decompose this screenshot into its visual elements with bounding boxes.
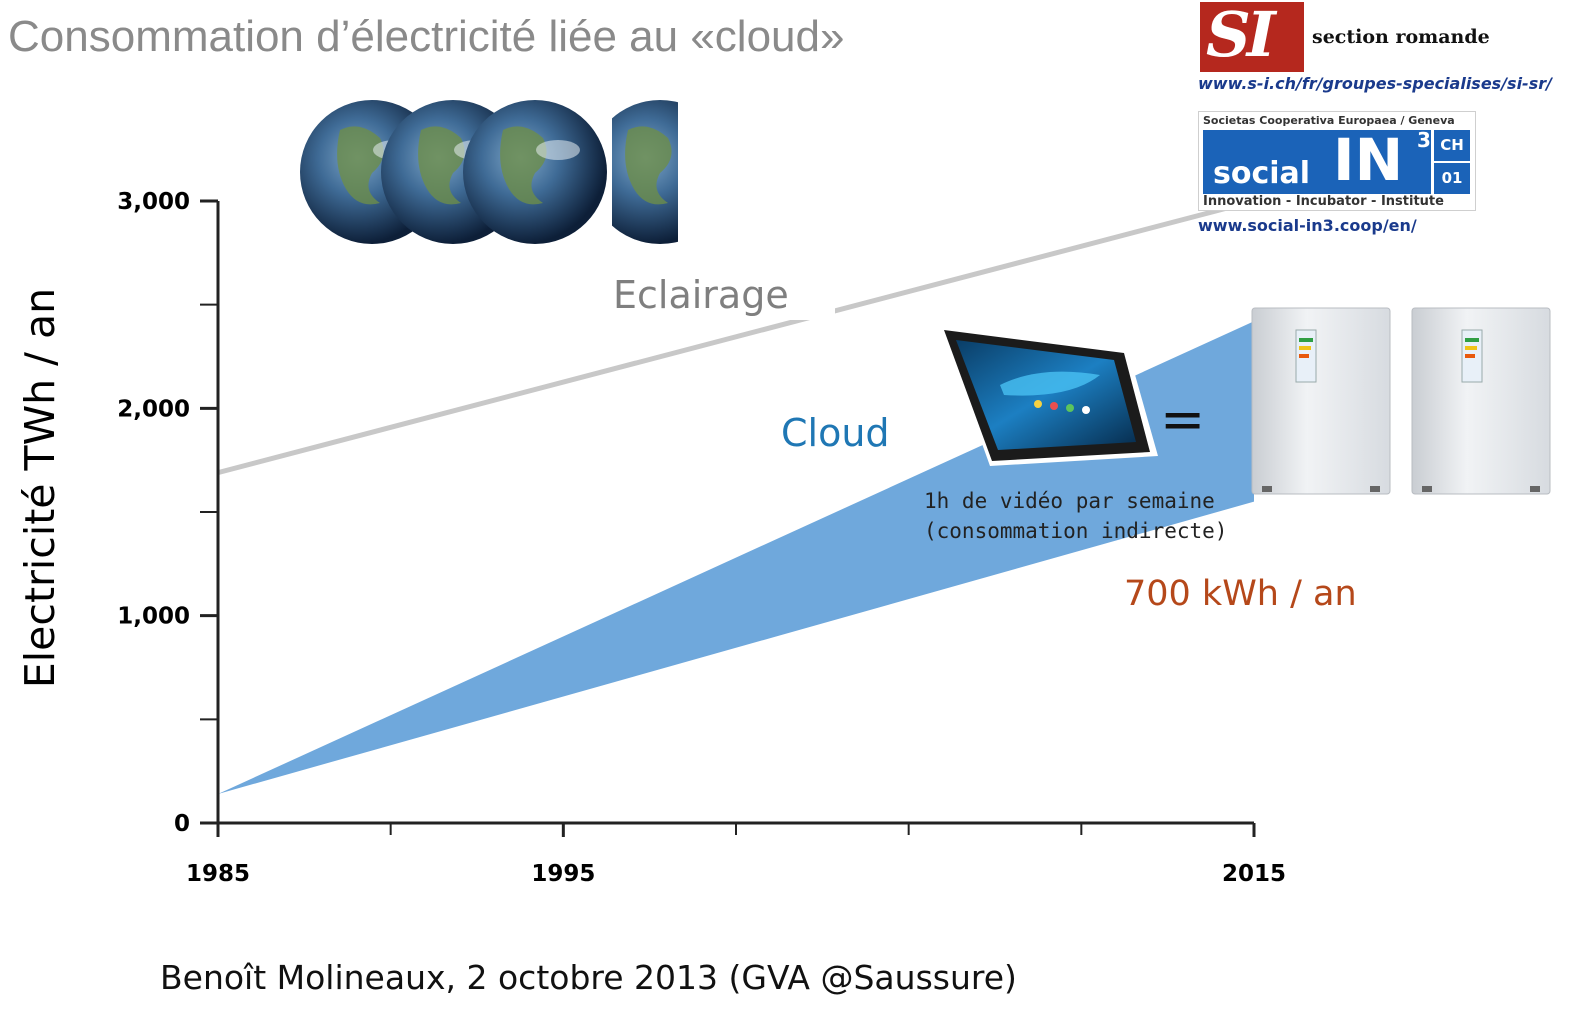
- eclairage-label-backdrop: [605, 268, 835, 320]
- y-tick-label: 0: [174, 811, 190, 837]
- x-tick-label: 1985: [186, 861, 250, 887]
- video-note: 1h de vidéo par semaine (consommation in…: [924, 486, 1227, 546]
- earth-globe-icon: [463, 100, 607, 244]
- x-ticks: 1985 1995 2015: [186, 823, 1286, 887]
- fridge-icon: [1251, 307, 1391, 495]
- in3-url-link[interactable]: www.social-in3.coop/en/: [1198, 216, 1417, 235]
- in3-side-panel: CH 01: [1434, 130, 1470, 194]
- si-logo-mark: SI: [1206, 0, 1276, 71]
- in3-big: IN: [1333, 126, 1404, 194]
- video-note-line2: (consommation indirecte): [924, 519, 1228, 543]
- in3-bottom-text: Innovation - Incubator - Institute: [1203, 194, 1444, 209]
- kwh-annotation: 700 kWh / an: [1124, 574, 1357, 614]
- equals-sign: =: [1160, 388, 1206, 451]
- y-tick-label: 3,000: [117, 189, 190, 215]
- video-note-line1: 1h de vidéo par semaine: [924, 489, 1215, 513]
- social-in3-logo: Societas Cooperativa Europaea / Geneva s…: [1198, 111, 1476, 211]
- fridge-icon: [1411, 307, 1551, 495]
- in3-sup: 3: [1417, 128, 1431, 152]
- in3-word: social: [1213, 156, 1311, 191]
- y-axis-label: Electricité TWh / an: [16, 287, 64, 689]
- y-ticks: 0 1,000 2,000 3,000: [117, 189, 218, 837]
- footer-credit: Benoît Molineaux, 2 octobre 2013 (GVA @S…: [160, 958, 1017, 997]
- slide-title: Consommation d’électricité liée au «clou…: [8, 12, 845, 61]
- tablet-icon: [940, 326, 1158, 466]
- si-url-link[interactable]: www.s-i.ch/fr/groupes-specialises/si-sr/: [1198, 74, 1552, 93]
- y-tick-label: 1,000: [117, 604, 190, 630]
- x-tick-label: 1995: [531, 861, 595, 887]
- si-logo: SI: [1200, 0, 1304, 72]
- legend-eclairage: Eclairage: [613, 273, 789, 317]
- y-tick-label: 2,000: [117, 396, 190, 422]
- x-tick-label: 2015: [1222, 861, 1286, 887]
- in3-top-text: Societas Cooperativa Europaea / Geneva: [1203, 114, 1455, 127]
- in3-ch: CH: [1434, 130, 1470, 163]
- earth-globe-icon: [612, 100, 678, 244]
- legend-cloud: Cloud: [781, 411, 890, 455]
- cloud-area-band: [218, 321, 1254, 794]
- eclairage-line: [217, 198, 1255, 476]
- in3-01: 01: [1441, 169, 1463, 187]
- si-section-label: section romande: [1312, 26, 1490, 48]
- in3-blue-panel: social IN 3: [1203, 126, 1431, 194]
